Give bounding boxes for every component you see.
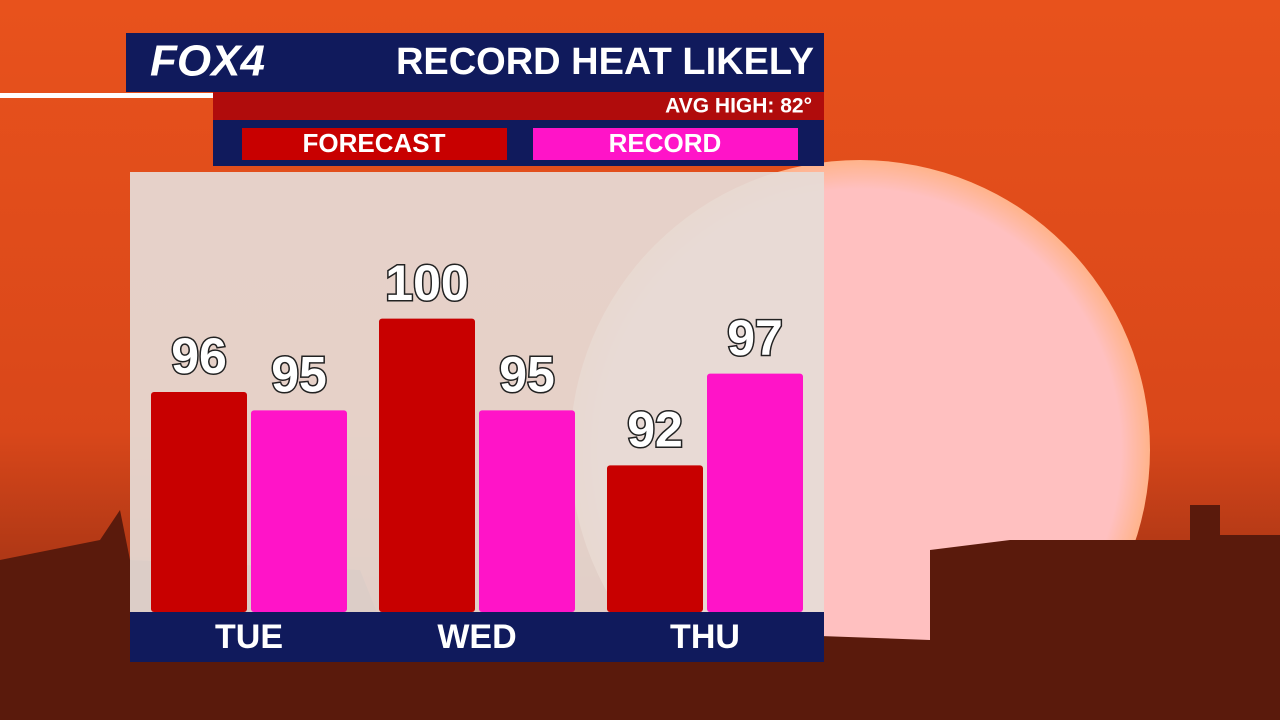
- bar: [151, 392, 247, 612]
- subtitle-bar: [213, 92, 824, 120]
- legend-label: RECORD: [609, 128, 722, 158]
- legend-swatch: [533, 128, 798, 160]
- legend-swatch: [242, 128, 507, 160]
- value-label: 100: [385, 255, 468, 311]
- bar: [251, 410, 347, 612]
- value-label: 95: [271, 347, 327, 403]
- skyline: [0, 505, 1280, 720]
- accent-line: [0, 93, 213, 98]
- bar: [707, 373, 803, 612]
- x-tick-label: TUE: [215, 618, 283, 656]
- category-bar: [130, 612, 824, 662]
- value-label: 96: [171, 328, 227, 384]
- value-label: 92: [627, 402, 683, 458]
- x-tick-label: THU: [670, 618, 740, 656]
- subtitle: AVG HIGH: 82°: [665, 95, 812, 118]
- value-label: 95: [499, 347, 555, 403]
- bar: [379, 318, 475, 612]
- logo: FOX4: [150, 37, 265, 86]
- bar: [607, 465, 703, 612]
- header-bar: [126, 33, 824, 92]
- chart-title: RECORD HEAT LIKELY: [396, 41, 814, 83]
- legend-label: FORECAST: [303, 128, 446, 158]
- x-tick-label: WED: [437, 618, 516, 656]
- value-label: 97: [727, 310, 783, 366]
- bar: [479, 410, 575, 612]
